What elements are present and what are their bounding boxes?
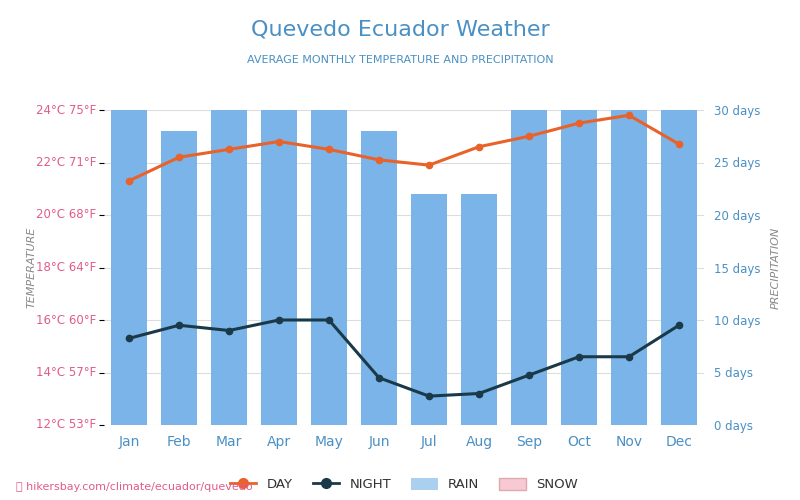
NIGHT	[224, 328, 234, 334]
Text: 20°C 68°F: 20°C 68°F	[36, 208, 96, 222]
Bar	[211, 110, 247, 425]
DAY	[174, 154, 184, 160]
Bar	[411, 194, 447, 425]
Bar	[361, 131, 397, 425]
Bar	[161, 131, 197, 425]
Line: DAY: DAY	[126, 112, 682, 184]
Legend: DAY, NIGHT, RAIN, SNOW: DAY, NIGHT, RAIN, SNOW	[225, 472, 583, 496]
DAY	[124, 178, 134, 184]
Text: PRECIPITATION: PRECIPITATION	[771, 226, 781, 308]
Bar	[311, 110, 347, 425]
Bar	[511, 110, 547, 425]
DAY	[674, 141, 684, 147]
NIGHT	[674, 322, 684, 328]
Text: 22°C 71°F: 22°C 71°F	[36, 156, 96, 169]
Bar	[561, 110, 597, 425]
DAY	[274, 138, 284, 144]
NIGHT	[524, 372, 534, 378]
DAY	[474, 144, 484, 150]
Bar	[111, 110, 147, 425]
Text: 16°C 60°F: 16°C 60°F	[36, 314, 96, 326]
Text: TEMPERATURE: TEMPERATURE	[27, 227, 37, 308]
Bar	[661, 110, 697, 425]
Bar	[611, 110, 647, 425]
Text: 24°C 75°F: 24°C 75°F	[36, 104, 96, 117]
Text: ⌖ hikersbay.com/climate/ecuador/quevedo: ⌖ hikersbay.com/climate/ecuador/quevedo	[16, 482, 253, 492]
Text: 18°C 64°F: 18°C 64°F	[36, 261, 96, 274]
Text: 12°C 53°F: 12°C 53°F	[36, 418, 96, 432]
NIGHT	[274, 317, 284, 323]
NIGHT	[474, 390, 484, 396]
Text: Quevedo Ecuador Weather: Quevedo Ecuador Weather	[250, 20, 550, 40]
DAY	[624, 112, 634, 118]
NIGHT	[624, 354, 634, 360]
NIGHT	[324, 317, 334, 323]
Bar	[461, 194, 497, 425]
Line: NIGHT: NIGHT	[126, 317, 682, 399]
NIGHT	[574, 354, 584, 360]
Text: 14°C 57°F: 14°C 57°F	[36, 366, 96, 379]
DAY	[224, 146, 234, 152]
Bar	[261, 110, 297, 425]
DAY	[374, 157, 384, 163]
DAY	[574, 120, 584, 126]
DAY	[424, 162, 434, 168]
NIGHT	[124, 336, 134, 342]
NIGHT	[174, 322, 184, 328]
DAY	[524, 133, 534, 139]
DAY	[324, 146, 334, 152]
NIGHT	[374, 375, 384, 381]
NIGHT	[424, 393, 434, 399]
Text: AVERAGE MONTHLY TEMPERATURE AND PRECIPITATION: AVERAGE MONTHLY TEMPERATURE AND PRECIPIT…	[246, 55, 554, 65]
